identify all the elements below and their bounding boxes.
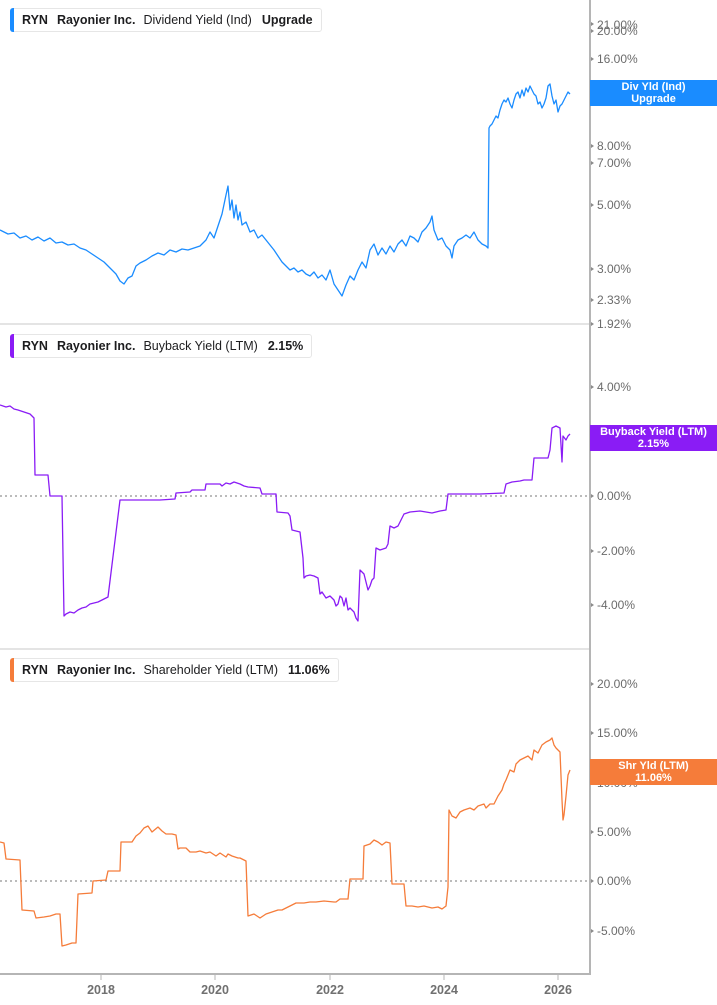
legend-company: Rayonier Inc.: [56, 663, 136, 677]
buyback-yield-line: [0, 404, 571, 622]
x-tick-marks: [100, 974, 559, 980]
y-tick-label: 0.00%: [597, 874, 632, 888]
dividend-yield-line: [0, 83, 571, 297]
flag-label: Shr Yld (LTM): [618, 760, 689, 772]
legend-ticker: RYN: [22, 339, 48, 353]
y-tick-label: 4.00%: [597, 380, 632, 394]
x-tick-label: 2020: [201, 983, 229, 997]
y-tick-label: 2.33%: [597, 293, 632, 307]
y-tick-label: 0.00%: [597, 489, 632, 503]
legend-ticker: RYN: [22, 13, 48, 27]
legend-shareholder-yield[interactable]: RYN Rayonier Inc. Shareholder Yield (LTM…: [10, 658, 339, 682]
y-tick-label: 15.00%: [597, 726, 638, 740]
y-tick-label: 20.00%: [597, 677, 638, 691]
x-tick-label: 2022: [316, 983, 344, 997]
last-value-flag-buyback: Buyback Yield (LTM) 2.15%: [590, 425, 717, 451]
y-tick-label: 3.00%: [597, 262, 632, 276]
shareholder-yield-line: [0, 737, 571, 947]
y-tick-label: 7.00%: [597, 156, 632, 170]
y-tick-label: 5.00%: [597, 198, 632, 212]
legend-company: Rayonier Inc.: [56, 13, 136, 27]
legend-dividend-yield[interactable]: RYN Rayonier Inc. Dividend Yield (Ind) U…: [10, 8, 322, 32]
x-tick-label: 2024: [430, 983, 458, 997]
legend-metric: Buyback Yield (LTM): [143, 339, 258, 353]
flag-label: Buyback Yield (LTM): [600, 426, 707, 438]
y-tick-label: -4.00%: [597, 598, 636, 612]
x-tick-label: 2018: [87, 983, 115, 997]
y-tick-label: -2.00%: [597, 544, 636, 558]
legend-value: 11.06%: [288, 663, 330, 677]
y-tick-label: 21.00%: [597, 18, 638, 32]
flag-label: Div Yld (Ind): [621, 81, 686, 93]
y-tick-label: 20.00%: [597, 24, 638, 38]
legend-value-upgrade-link[interactable]: Upgrade: [261, 13, 313, 27]
series-color-swatch: [10, 8, 14, 32]
series-color-swatch: [10, 658, 14, 682]
last-value-flag-shareholder: Shr Yld (LTM) 11.06%: [590, 759, 717, 785]
legend-ticker: RYN: [22, 663, 48, 677]
y-tick-label: -5.00%: [597, 924, 636, 938]
y-tick-marks: [591, 22, 594, 933]
legend-buyback-yield[interactable]: RYN Rayonier Inc. Buyback Yield (LTM) 2.…: [10, 334, 313, 358]
series-color-swatch: [10, 334, 14, 358]
y-tick-label: 5.00%: [597, 825, 632, 839]
flag-value: 11.06%: [635, 772, 672, 784]
legend-company: Rayonier Inc.: [56, 339, 136, 353]
y-tick-label: 8.00%: [597, 139, 632, 153]
y-tick-label: 16.00%: [597, 52, 638, 66]
y-tick-label: 1.92%: [597, 317, 632, 331]
legend-metric: Dividend Yield (Ind): [143, 13, 252, 27]
legend-value: 2.15%: [267, 339, 304, 353]
flag-value: 2.15%: [637, 438, 670, 450]
last-value-flag-dividend: Div Yld (Ind) Upgrade: [590, 80, 717, 106]
x-tick-label: 2026: [544, 983, 572, 997]
legend-metric: Shareholder Yield (LTM): [143, 663, 278, 677]
flag-value: Upgrade: [631, 93, 676, 105]
